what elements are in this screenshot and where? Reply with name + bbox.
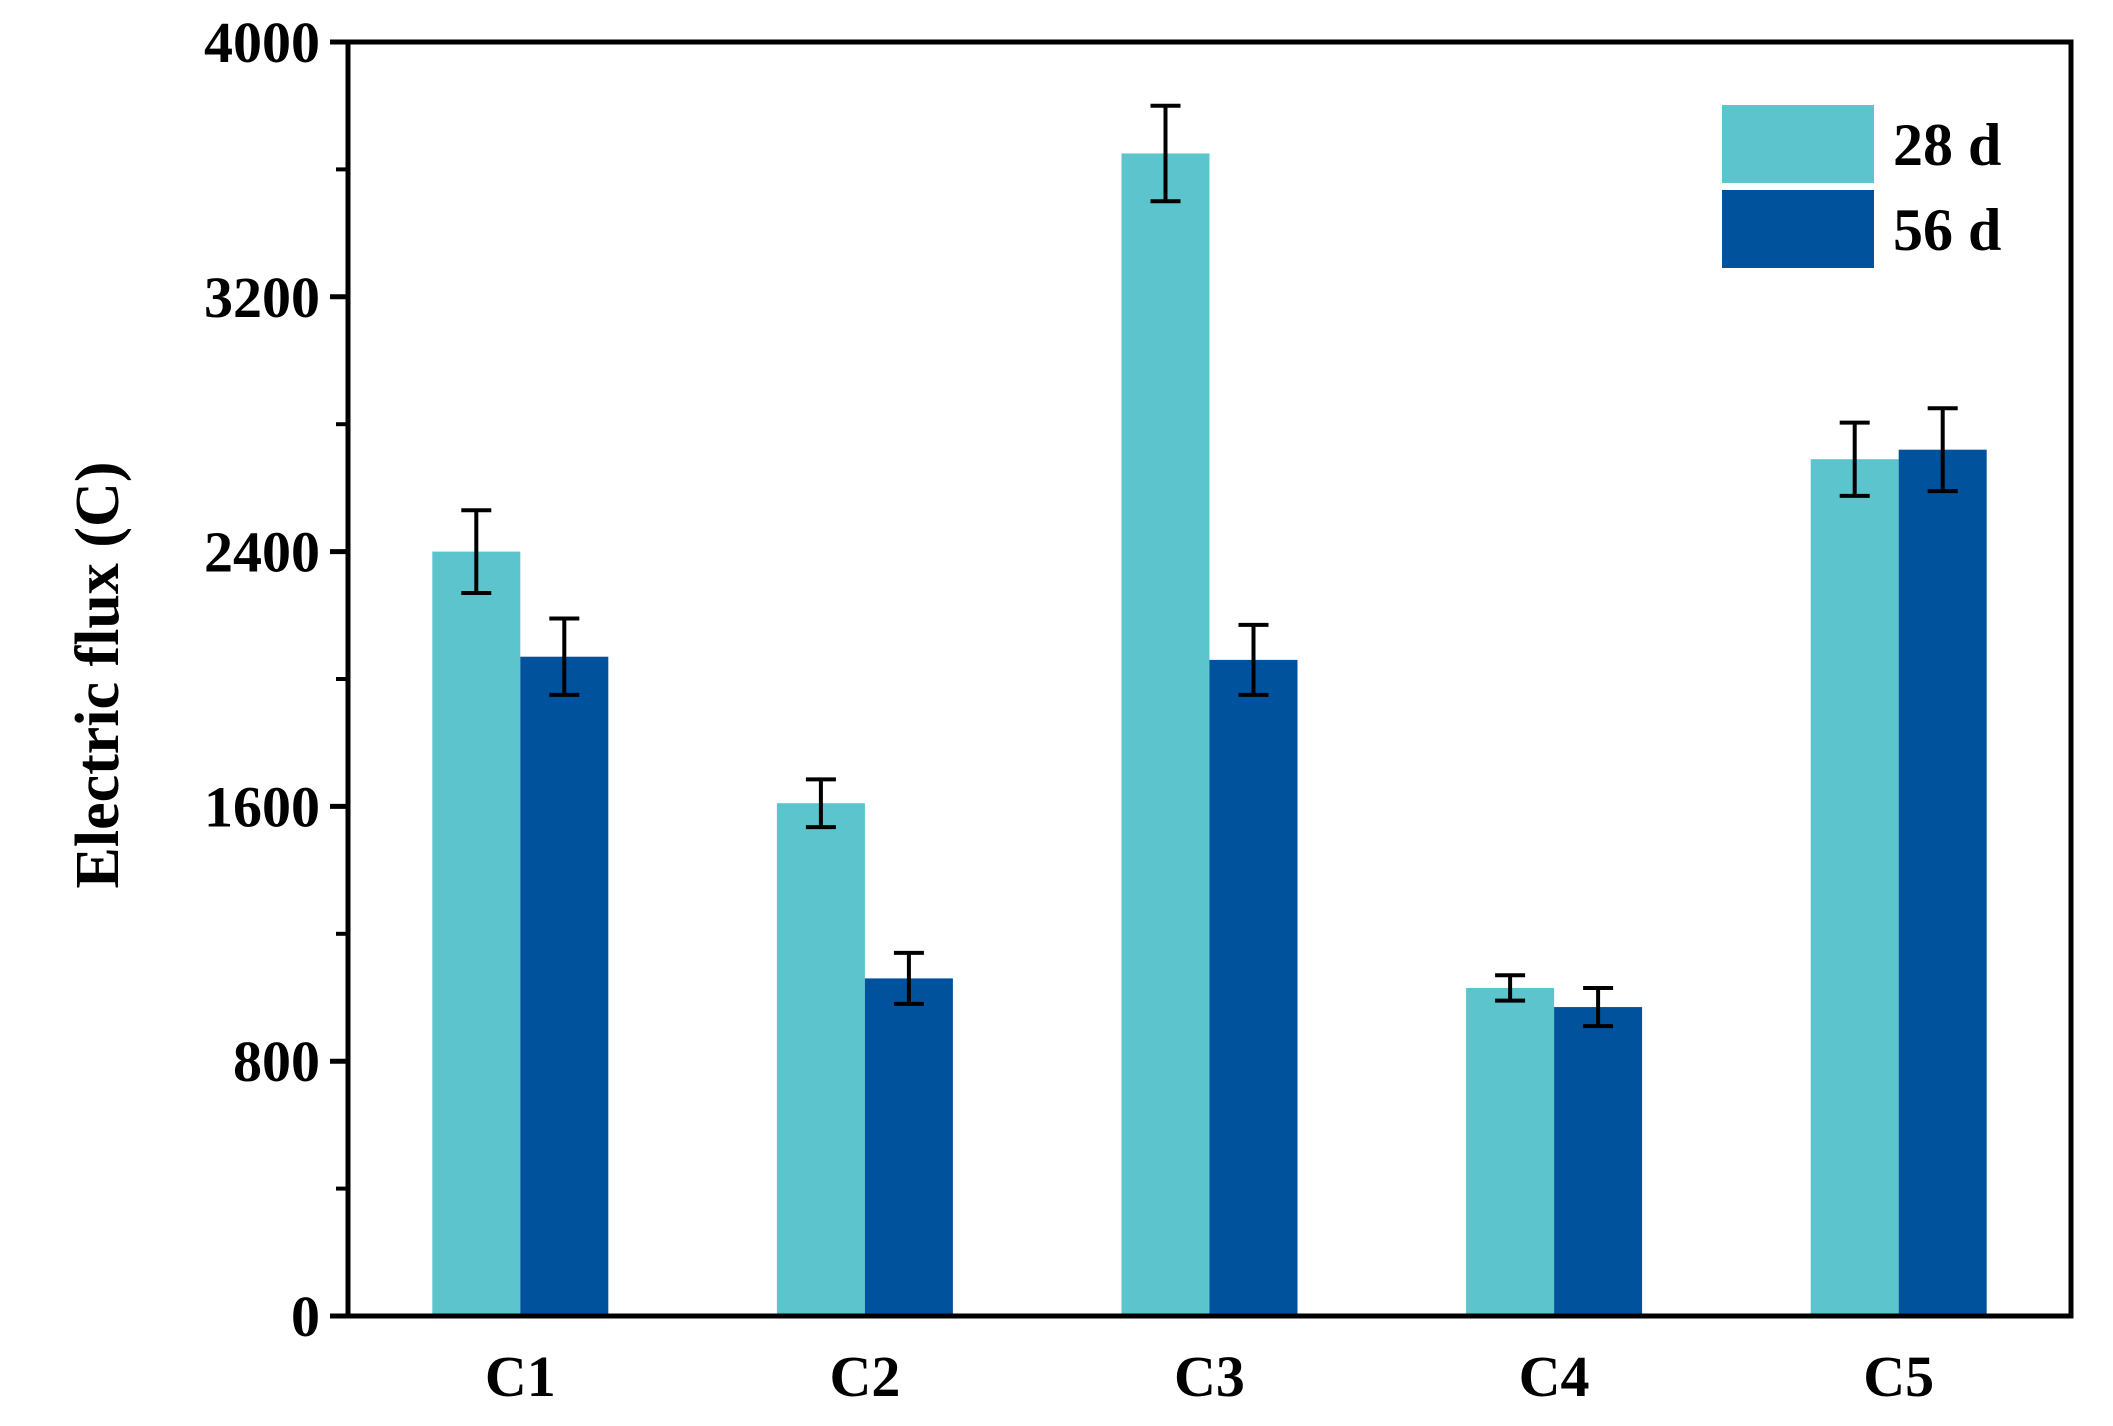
- y-tick-label-2400: 2400: [204, 520, 320, 585]
- y-tick-label-1600: 1600: [204, 774, 320, 839]
- x-tick-label-c3: C3: [1174, 1344, 1245, 1409]
- bar-c2-28d: [776, 803, 865, 1316]
- bar-c4-56d: [1554, 1007, 1643, 1316]
- legend-label-28d: 28 d: [1893, 112, 2001, 178]
- x-tick-label-c1: C1: [485, 1344, 556, 1409]
- legend-swatch-56d: [1722, 190, 1874, 268]
- bar-c5-28d: [1810, 459, 1899, 1316]
- bar-c1-56d: [520, 656, 609, 1316]
- y-tick-label-4000: 4000: [204, 10, 320, 75]
- y-tick-label-3200: 3200: [204, 265, 320, 330]
- y-tick-label-800: 800: [233, 1029, 320, 1094]
- bar-c5-56d: [1898, 449, 1987, 1316]
- x-tick-label-c5: C5: [1863, 1344, 1934, 1409]
- x-tick-label-c4: C4: [1519, 1344, 1590, 1409]
- bar-c2-56d: [864, 978, 953, 1316]
- legend-label-56d: 56 d: [1893, 197, 2001, 263]
- y-axis-title: Electric flux (C): [64, 462, 132, 889]
- bar-c4-28d: [1466, 987, 1555, 1316]
- bar-c3-28d: [1121, 153, 1210, 1317]
- bar-c3-56d: [1209, 659, 1298, 1316]
- x-tick-label-c2: C2: [829, 1344, 900, 1409]
- y-tick-label-0: 0: [291, 1284, 320, 1349]
- plot-area: C1 C2 C3 C4 C5 0 800 1600 2400 3200 4000 28 d 56 d: [204, 10, 2074, 1409]
- bar-c1-28d: [432, 551, 521, 1316]
- legend-swatch-28d: [1722, 105, 1874, 183]
